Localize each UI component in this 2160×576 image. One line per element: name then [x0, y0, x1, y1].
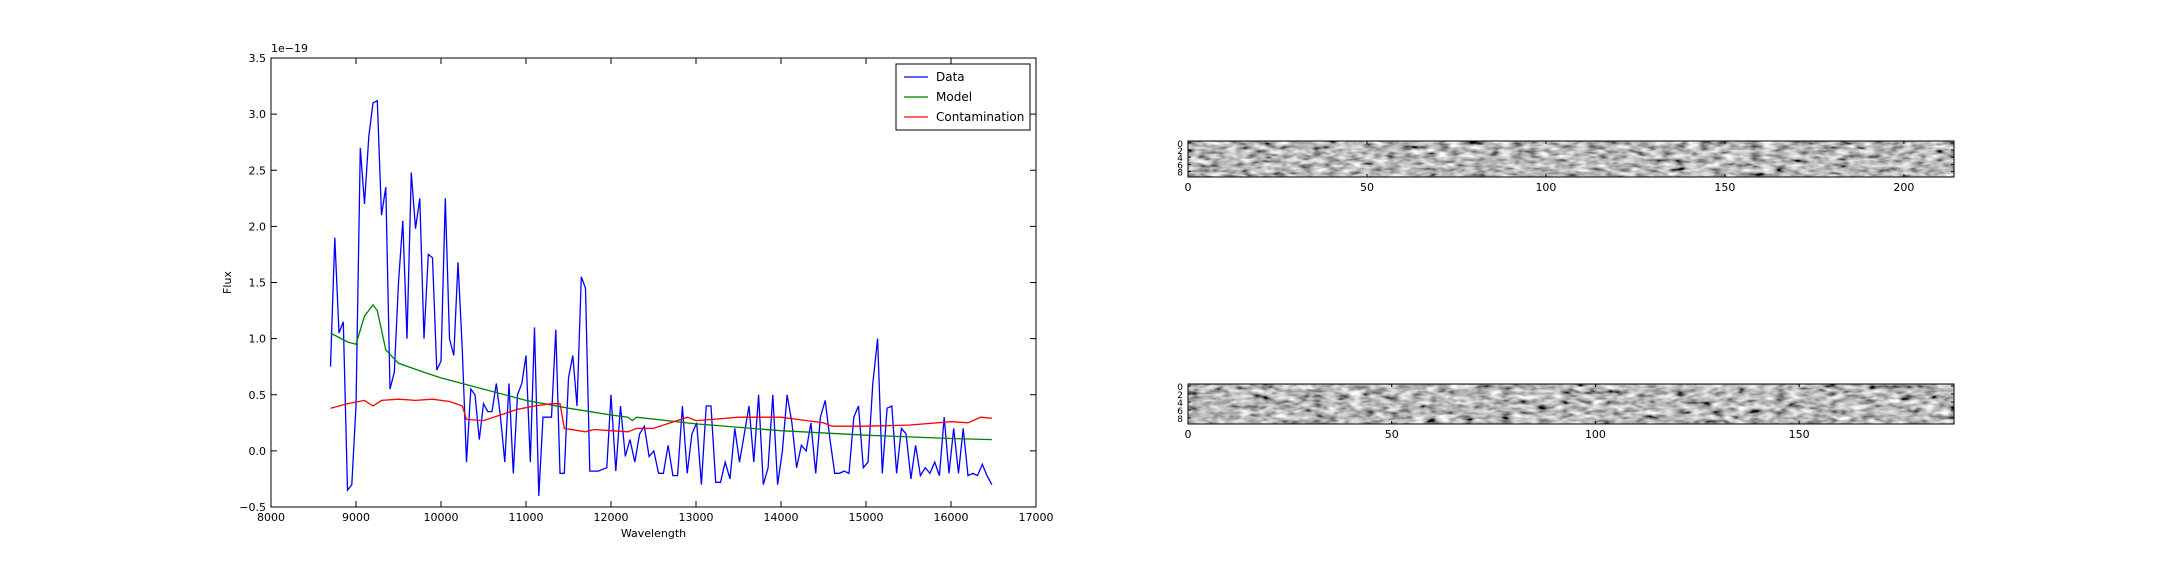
- axes-frame: [270, 57, 1037, 508]
- y-tick-label: 1.5: [249, 277, 267, 290]
- x-tick-label: 15000: [849, 511, 884, 524]
- y-tick-label: 3.0: [249, 108, 267, 121]
- y-tick-label: 2: [1177, 391, 1183, 401]
- data-line: [330, 398, 992, 433]
- data-line: [330, 303, 992, 441]
- y-tick-label: 6: [1177, 407, 1183, 417]
- x-tick-label: 0: [1185, 181, 1192, 194]
- x-tick-label: 50: [1360, 181, 1374, 194]
- x-tick-label: 50: [1385, 428, 1399, 441]
- x-tick-label: 8000: [257, 511, 285, 524]
- x-tick-label: 100: [1585, 428, 1606, 441]
- y-tick-label: 3.5: [249, 52, 267, 65]
- x-tick-label: 11000: [509, 511, 544, 524]
- x-tick-label: 13000: [679, 511, 714, 524]
- x-tick-label: 16000: [934, 511, 969, 524]
- line-chart: 8000 9000 10000 11000 12000 13000 14000 15000 16…: [221, 42, 1054, 540]
- x-axis-label: Wavelength: [621, 527, 686, 540]
- y-tick-label: 0: [1177, 383, 1183, 393]
- y-tick-label: 2.0: [249, 220, 267, 233]
- x-tick-label: 150: [1789, 428, 1810, 441]
- y-tick-label: 1.0: [249, 333, 267, 346]
- y-tick-label: −0.5: [239, 501, 266, 514]
- y-tick-label: 2: [1177, 147, 1183, 157]
- y-tick-label: 4: [1177, 399, 1183, 409]
- x-tick-label: 12000: [594, 511, 629, 524]
- x-tick-label: 14000: [764, 511, 799, 524]
- y-tick-label: 4: [1177, 154, 1183, 164]
- image-strip: [1188, 384, 1954, 424]
- legend-label: Contamination: [936, 110, 1024, 124]
- x-tick-label: 9000: [342, 511, 370, 524]
- axes-frame: [1187, 383, 1955, 425]
- data-line: [329, 99, 993, 496]
- offset-text: 1e−19: [271, 42, 308, 55]
- x-tick-label: 10000: [424, 511, 459, 524]
- y-tick-label: 0.0: [249, 445, 267, 458]
- x-tick-label: 150: [1714, 181, 1735, 194]
- x-tick-label: 0: [1185, 428, 1192, 441]
- y-tick-label: 0: [1177, 140, 1183, 150]
- y-tick-label: 6: [1177, 161, 1183, 171]
- image-strip: [1188, 141, 1954, 177]
- legend: Data Model Contamination: [895, 63, 1031, 131]
- x-tick-label: 200: [1893, 181, 1914, 194]
- axes-frame: [1187, 140, 1955, 178]
- y-tick-label: 8: [1177, 169, 1183, 179]
- x-tick-label: 100: [1535, 181, 1556, 194]
- legend-label: Model: [936, 90, 972, 104]
- x-tick-label: 17000: [1019, 511, 1054, 524]
- y-axis-label: Flux: [221, 271, 234, 294]
- y-tick-label: 8: [1177, 415, 1183, 425]
- y-tick-label: 2.5: [249, 164, 267, 177]
- y-tick-label: 0.5: [249, 389, 267, 402]
- legend-label: Data: [936, 70, 965, 84]
